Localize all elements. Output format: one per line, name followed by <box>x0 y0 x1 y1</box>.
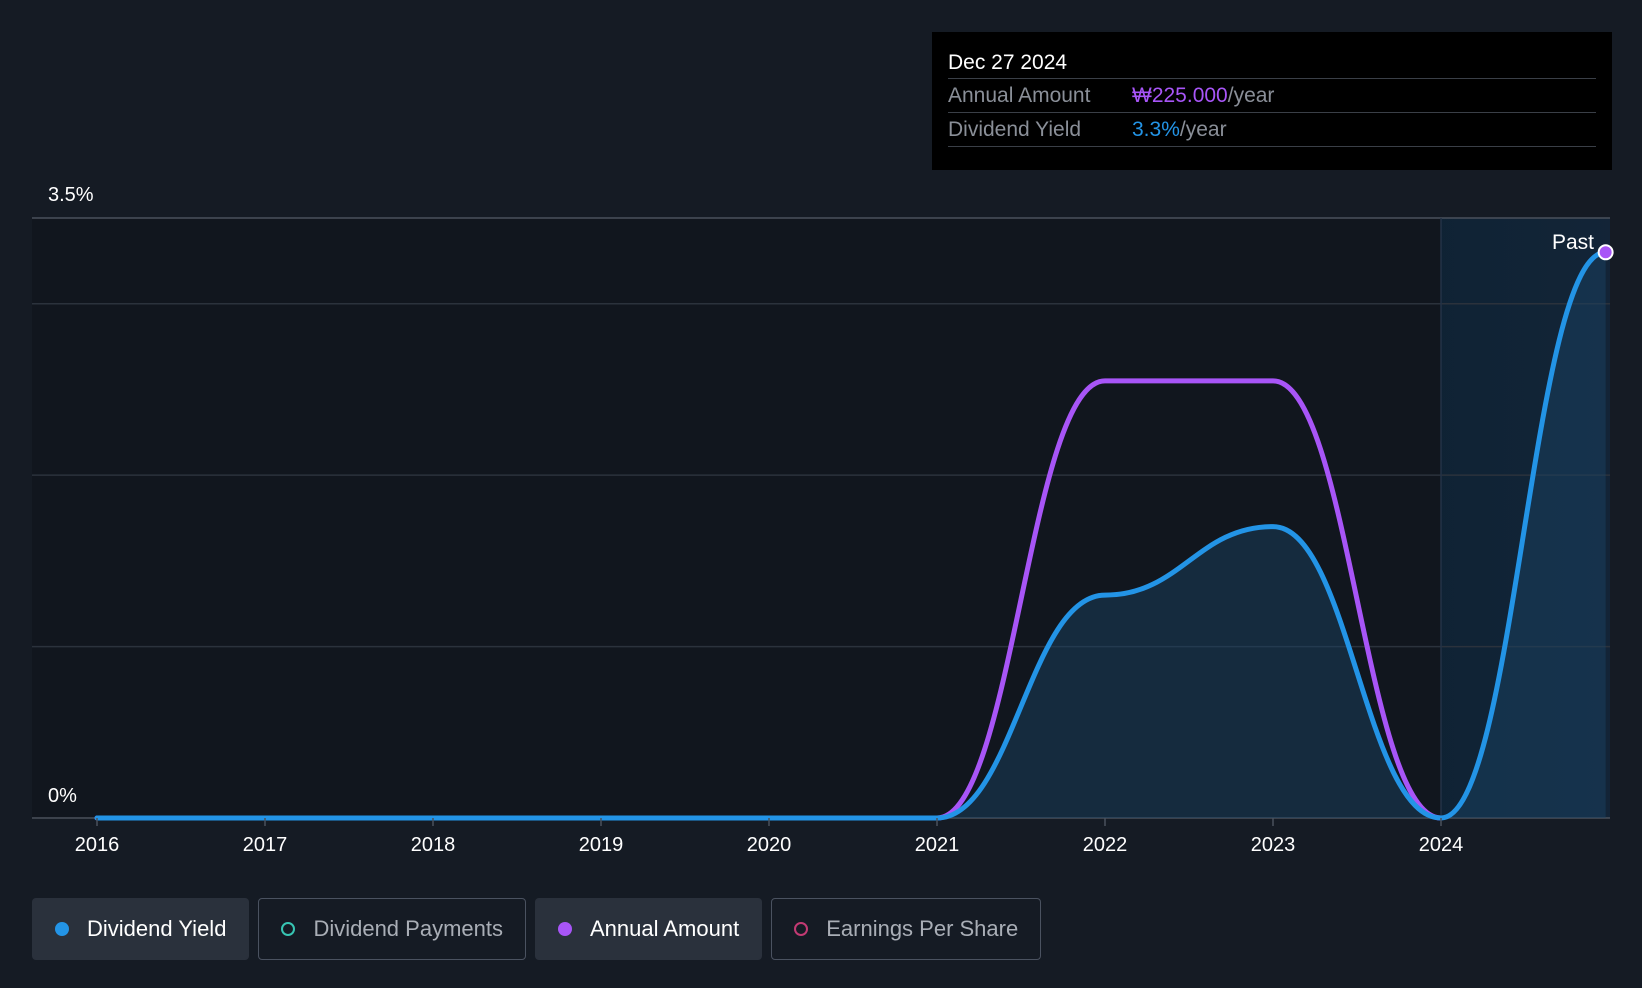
x-tick-label: 2016 <box>75 834 120 856</box>
legend-dot-icon <box>557 922 572 936</box>
x-tick-label: 2017 <box>243 834 288 856</box>
tooltip-row-dividend-yield: Dividend Yield 3.3% /year <box>948 112 1596 147</box>
legend-dot-icon <box>281 922 296 936</box>
tooltip-unit: /year <box>1179 118 1227 141</box>
x-tick-label: 2022 <box>1083 834 1128 856</box>
legend-earnings-per-share[interactable]: Earnings Per Share <box>771 898 1042 960</box>
x-tick-label: 2020 <box>747 834 792 856</box>
tooltip-label: Annual Amount <box>948 84 1091 107</box>
y-tick-top-label: 3.5% <box>48 184 94 206</box>
dividend-yield-area <box>97 252 1606 819</box>
past-label: Past <box>1552 231 1594 254</box>
legend-label: Dividend Yield <box>87 916 227 941</box>
plot-background <box>32 218 1610 819</box>
legend-annual-amount[interactable]: Annual Amount <box>534 898 763 960</box>
legend-dot-icon <box>55 922 69 936</box>
x-tick-label: 2024 <box>1419 834 1464 856</box>
x-tick-label: 2021 <box>915 834 960 856</box>
legend-dividend-payments[interactable]: Dividend Payments <box>258 898 526 960</box>
tooltip-date: Dec 27 2024 <box>948 51 1068 74</box>
legend-dividend-yield[interactable]: Dividend Yield <box>32 898 250 960</box>
tooltip-value: ₩225.000 <box>1132 84 1228 107</box>
legend-label: Earnings Per Share <box>826 916 1019 941</box>
legend-label: Dividend Payments <box>313 916 503 941</box>
dividend-yield-line <box>94 249 1609 821</box>
x-tick-label: 2023 <box>1251 834 1296 856</box>
tooltip-label: Dividend Yield <box>948 118 1082 141</box>
legend-dot-icon <box>794 922 809 936</box>
latest-point-marker <box>1597 244 1614 261</box>
tooltip: Dec 27 2024 Annual Amount ₩225.000 /year… <box>932 32 1612 170</box>
x-tick-label: 2018 <box>411 834 456 856</box>
tooltip-row-annual-amount: Annual Amount ₩225.000 /year <box>948 78 1596 112</box>
legend: Dividend Yield Dividend Payments Annual … <box>32 898 1042 960</box>
x-tick-label: 2019 <box>579 834 624 856</box>
tooltip-unit: /year <box>1227 84 1275 107</box>
tooltip-value: 3.3% <box>1132 118 1180 141</box>
legend-label: Annual Amount <box>589 916 740 941</box>
y-tick-bottom-label: 0% <box>48 785 77 807</box>
